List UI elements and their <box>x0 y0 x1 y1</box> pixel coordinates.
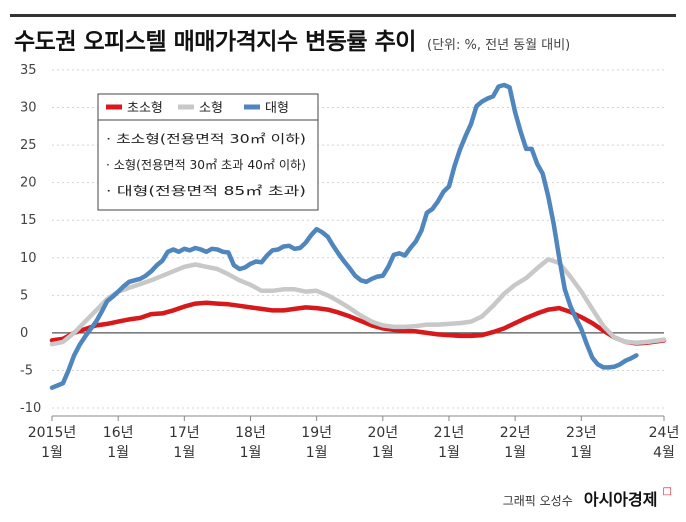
series-line-초소형 <box>49 300 667 346</box>
x-tick-label-month: 1월 <box>107 445 129 461</box>
x-tick-label-month: 4월 <box>653 445 675 461</box>
y-tick-label: 25 <box>20 138 37 153</box>
header: 수도권 오피스텔 매매가격지수 변동률 추이 (단위: %, 전년 동월 대비) <box>14 22 570 56</box>
y-tick-label: 0 <box>20 326 28 341</box>
legend-label: 소형 <box>199 101 223 116</box>
brand-mark: □ <box>662 486 672 497</box>
graphic-credit: 그래픽 오성수 <box>502 494 573 508</box>
x-tick-label-month: 1월 <box>306 445 328 461</box>
grid-lines <box>52 69 664 409</box>
chart-title: 수도권 오피스텔 매매가격지수 변동률 추이 <box>14 29 416 55</box>
x-tick-label-year: 20년 <box>367 425 398 441</box>
y-tick-label: 30 <box>20 101 37 116</box>
x-tick-label-month: 1월 <box>570 445 592 461</box>
legend-label: 초소형 <box>127 101 163 116</box>
y-tick-label: -5 <box>20 363 33 378</box>
x-tick-label-year: 23년 <box>566 425 597 441</box>
x-tick-label-year: 21년 <box>434 425 465 441</box>
y-tick-label: 35 <box>20 63 37 78</box>
x-tick-label-year: 24년 <box>649 425 680 441</box>
x-tick-label-month: 1월 <box>438 445 460 461</box>
unit-note: (단위: %, 전년 동월 대비) <box>427 38 571 53</box>
x-tick-label-month: 1월 <box>173 445 195 461</box>
x-tick-label-month: 1월 <box>372 445 394 461</box>
legend-note: · 초소형(전용면적 30㎡ 이하) <box>106 132 306 146</box>
y-tick-label: 20 <box>20 176 37 191</box>
x-tick-label-year: 17년 <box>169 425 200 441</box>
series-lines <box>49 82 667 390</box>
series-line-대형 <box>49 82 639 390</box>
x-tick-label-year: 19년 <box>301 425 332 441</box>
legend-note: · 대형(전용면적 85㎡ 초과) <box>106 184 306 198</box>
legend-box: 초소형 소형 대형 · 초소형(전용면적 30㎡ 이하) · 소형(전용면적 30㎡ 초… <box>97 93 319 211</box>
x-tick-label-month: 1월 <box>41 445 63 461</box>
credit: 그래픽 오성수 아시아경제 □ <box>503 486 672 510</box>
legend-note: · 소형(전용면적 30㎡ 초과 40㎡ 이하) <box>106 158 306 172</box>
series-line-소형 <box>49 257 667 347</box>
x-tick-label-month: 1월 <box>240 445 262 461</box>
y-tick-label: 10 <box>20 251 37 266</box>
legend-frame <box>97 93 319 211</box>
x-tick-label-year: 18년 <box>235 425 266 441</box>
top-rule <box>10 14 676 17</box>
x-tick-label-year: 16년 <box>103 425 134 441</box>
x-tick-label-year: 22년 <box>500 425 531 441</box>
y-axis-labels: 35 30 25 20 15 10 5 0 -5 -10 <box>20 63 41 416</box>
legend-label: 대형 <box>265 101 289 116</box>
y-tick-label: 5 <box>20 288 28 303</box>
x-axis: 2015년 1월 16년 1월 17년 1월 18년 1월 19년 1월 20년 1월 21년 1월 22년… <box>28 415 680 461</box>
x-tick-label-year: 2015년 <box>28 425 77 441</box>
x-tick-label-month: 1월 <box>504 445 526 461</box>
y-tick-label: 15 <box>20 213 37 228</box>
brand-name: 아시아경제 <box>583 490 658 509</box>
y-tick-label: -10 <box>20 401 41 416</box>
